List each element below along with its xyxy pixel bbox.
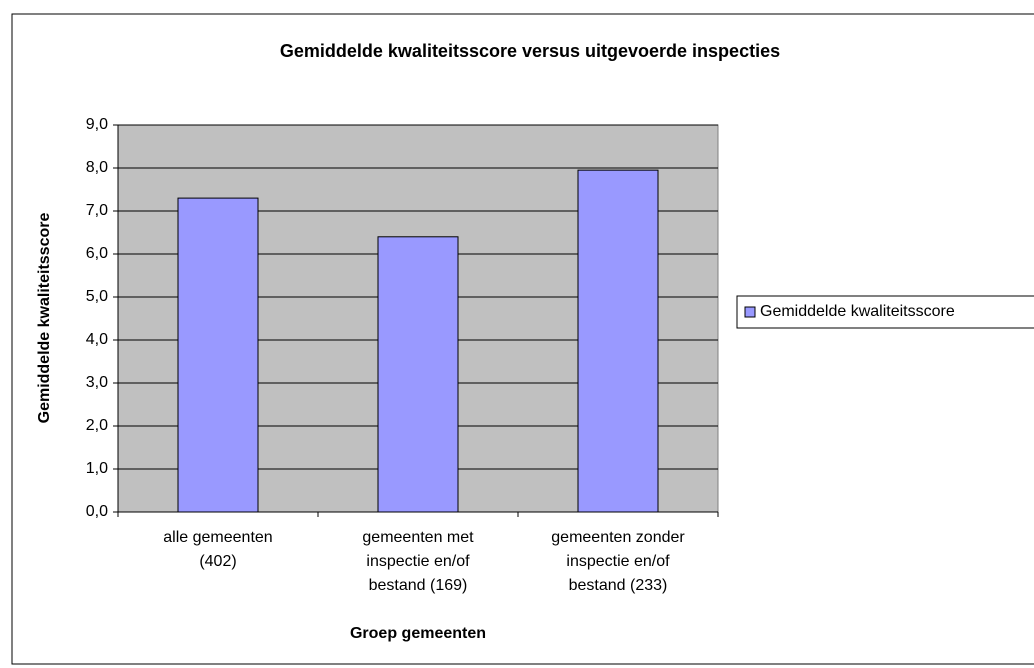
x-tick-label: alle gemeenten xyxy=(163,529,272,546)
x-tick-label: (402) xyxy=(199,553,236,570)
y-tick-label: 7,0 xyxy=(86,202,108,219)
bar xyxy=(577,169,659,513)
y-tick-label: 9,0 xyxy=(86,116,108,133)
x-axis-label: Groep gemeenten xyxy=(350,625,486,642)
legend-label: Gemiddelde kwaliteitsscore xyxy=(760,303,955,320)
x-tick-label: inspectie en/of xyxy=(566,553,670,570)
y-tick-label: 8,0 xyxy=(86,159,108,176)
y-tick-label: 2,0 xyxy=(86,417,108,434)
y-tick-label: 6,0 xyxy=(86,245,108,262)
y-tick-label: 4,0 xyxy=(86,331,108,348)
bar xyxy=(177,197,259,513)
bar xyxy=(377,236,459,513)
legend-box xyxy=(736,295,1034,329)
x-tick-label: inspectie en/of xyxy=(366,553,470,570)
x-tick-label: gemeenten met xyxy=(362,529,474,546)
legend-marker xyxy=(744,306,756,318)
y-tick-label: 3,0 xyxy=(86,374,108,391)
x-tick-label: bestand (169) xyxy=(369,577,468,594)
y-axis-label: Gemiddelde kwaliteitsscore xyxy=(36,213,53,424)
x-tick-label: gemeenten zonder xyxy=(551,529,685,546)
y-tick-label: 1,0 xyxy=(86,460,108,477)
y-tick-label: 0,0 xyxy=(86,503,108,520)
x-tick-label: bestand (233) xyxy=(569,577,668,594)
y-tick-label: 5,0 xyxy=(86,288,108,305)
chart-title: Gemiddelde kwaliteitsscore versus uitgev… xyxy=(280,41,780,61)
